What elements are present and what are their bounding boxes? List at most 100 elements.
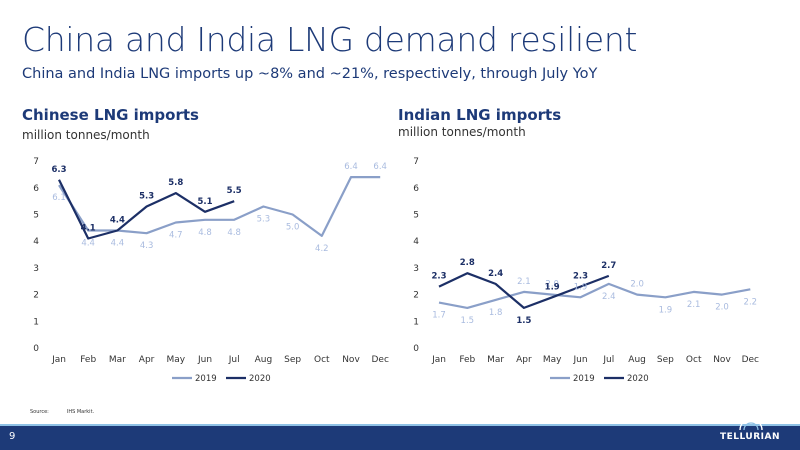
x-tick-label: Jan [51,355,66,365]
x-tick-label: Mar [109,355,126,365]
indian-lng-chart: Indian LNG imports million tonnes/month … [398,106,759,384]
series-line-2019 [438,282,751,309]
data-label-2020: 2.3 [431,272,446,282]
x-tick-label: Sep [284,355,301,365]
x-tick-label: Jul [228,355,240,365]
chart-title: Indian LNG imports [398,106,562,124]
data-label-2019: 1.8 [489,308,503,318]
company-logo-text: TELLURIAN [719,432,780,442]
x-tick-label: Nov [342,355,360,365]
x-tick-label: Jun [572,355,587,365]
x-tick-label: Apr [516,355,532,365]
y-tick-label: 6 [33,184,39,194]
y-tick-label: 4 [413,237,419,247]
chinese-lng-chart: Chinese LNG imports million tonnes/month… [22,106,389,384]
data-label-2020: 2.7 [601,261,616,271]
data-label-2019: 6.1 [52,193,66,203]
y-tick-label: 6 [413,184,419,194]
slide-subtitle: China and India LNG imports up ~8% and ~… [22,66,598,82]
data-label-2020: 5.5 [227,186,242,196]
chart-unit-label: million tonnes/month [398,125,526,139]
y-tick-label: 3 [413,264,419,274]
y-tick-label: 5 [33,211,39,221]
x-tick-label: Jun [197,355,212,365]
data-label-2019: 5.3 [257,214,271,224]
legend-entry: 2020 [249,374,271,384]
y-tick-label: 7 [413,157,419,167]
data-label-2020: 5.8 [168,178,183,188]
x-tick-label: Oct [686,355,702,365]
data-label-2019: 4.3 [140,241,154,251]
data-label-2020: 1.9 [545,282,560,292]
x-tick-label: Jan [431,355,446,365]
data-label-2020: 1.5 [516,316,531,326]
source-note: Source: IHS Markit. [30,409,112,415]
x-tick-label: Aug [255,355,273,365]
x-tick-label: Nov [713,355,731,365]
data-label-2019: 2.0 [545,280,559,290]
data-label-2019: 2.0 [630,280,644,290]
chinese-lng-plot: 0 1 2 3 4 5 6 7 Jan Feb Mar Apr May Jun Jul Aug Sep Oct No… [33,157,389,384]
data-label-2019: 1.5 [461,316,475,326]
data-label-2019: 6.4 [344,162,358,172]
x-tick-label: Dec [742,355,759,365]
y-tick-label: 3 [33,264,39,274]
x-tick-label: Mar [487,355,504,365]
data-label-2019: 1.9 [659,305,673,315]
data-label-2019: 6.4 [373,162,387,172]
data-label-2019: 4.4 [81,239,95,249]
data-label-2020: 5.3 [139,191,154,201]
y-tick-label: 2 [413,291,419,301]
legend-entry: 2020 [627,374,649,384]
indian-lng-plot: 0 1 2 3 4 5 6 7 Jan Feb Mar Apr May Jun Jul Aug Sep Oct No… [413,157,759,384]
data-label-2019: 4.8 [227,228,241,238]
data-label-2019: 4.2 [315,244,329,254]
x-tick-label: Feb [80,355,96,365]
series-line-2019 [58,175,381,237]
data-label-2020: 4.4 [110,216,125,226]
y-tick-label: 5 [413,211,419,221]
data-label-2020: 4.1 [81,224,96,234]
data-label-2019: 2.2 [744,297,758,307]
x-tick-label: Jul [602,355,614,365]
y-tick-label: 1 [33,317,39,327]
series-line-2020 [58,179,235,240]
legend-entry: 2019 [195,374,217,384]
y-tick-label: 0 [413,344,419,354]
chart-unit-label: million tonnes/month [22,128,150,142]
y-tick-label: 7 [33,157,39,167]
x-tick-label: May [543,355,562,365]
x-tick-label: Feb [459,355,475,365]
x-tick-label: Dec [371,355,388,365]
x-tick-label: Oct [314,355,330,365]
y-tick-label: 2 [33,291,39,301]
slide-title: China and India LNG demand resilient [22,20,638,59]
data-label-2019: 5.0 [286,223,300,233]
data-label-2019: 2.0 [715,303,729,313]
data-label-2019: 4.8 [198,228,212,238]
data-label-2020: 2.4 [488,269,503,279]
data-label-2019: 2.1 [517,277,531,287]
x-tick-label: Aug [628,355,646,365]
data-label-2020: 2.3 [573,272,588,282]
data-label-2020: 5.1 [197,197,212,207]
y-tick-label: 0 [33,344,39,354]
footer-accent-line [0,424,800,426]
data-label-2019: 2.4 [602,292,616,302]
source-label: Source: [30,409,49,415]
y-tick-label: 1 [413,317,419,327]
data-label-2020: 6.3 [51,165,66,175]
series-line-2020 [438,272,610,309]
legend-entry: 2019 [573,374,595,384]
data-label-2019: 2.1 [687,300,701,310]
data-label-2019: 1.9 [574,282,588,292]
x-tick-label: Sep [657,355,674,365]
data-label-2019: 1.7 [432,311,446,321]
x-tick-label: Apr [139,355,155,365]
data-label-2019: 4.7 [169,231,183,241]
data-label-2020: 2.8 [460,258,475,268]
y-tick-label: 4 [33,237,39,247]
page-number: 9 [9,431,16,442]
x-tick-label: May [166,355,185,365]
footer-bar: 9 TELLURIAN [0,418,800,450]
